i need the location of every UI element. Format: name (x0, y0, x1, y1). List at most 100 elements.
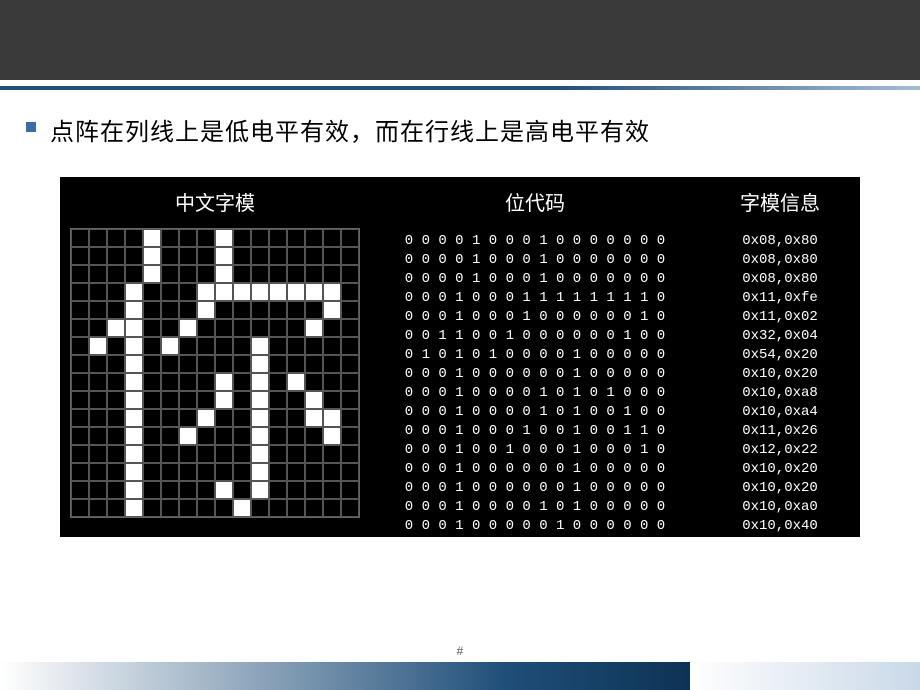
grid-cell (269, 373, 287, 391)
grid-cell (71, 427, 89, 445)
grid-cell (287, 247, 305, 265)
grid-cell (197, 247, 215, 265)
grid-cell (287, 427, 305, 445)
column-glyph: 中文字模 (60, 177, 370, 537)
grid-cell (71, 265, 89, 283)
grid-cell (89, 391, 107, 409)
grid-cell (107, 373, 125, 391)
grid-cell (125, 445, 143, 463)
grid-cell (287, 391, 305, 409)
grid-cell (71, 355, 89, 373)
grid-cell (233, 463, 251, 481)
grid-cell (161, 247, 179, 265)
grid-cell (233, 283, 251, 301)
grid-cell (143, 337, 161, 355)
grid-cell (233, 337, 251, 355)
grid-cell (215, 481, 233, 499)
title-hex: 字模信息 (740, 187, 820, 216)
hex-row: 0x10,0x20 (742, 365, 818, 384)
grid-cell (251, 319, 269, 337)
grid-cell (125, 247, 143, 265)
hex-block: 0x08,0x800x08,0x800x08,0x800x11,0xfe0x11… (742, 232, 818, 536)
grid-cell (323, 481, 341, 499)
grid-cell (161, 265, 179, 283)
grid-cell (197, 265, 215, 283)
grid-cell (233, 445, 251, 463)
grid-cell (125, 319, 143, 337)
column-bits: 位代码 0 0 0 0 1 0 0 0 1 0 0 0 0 0 0 0 0 0 … (370, 177, 700, 537)
grid-cell (233, 265, 251, 283)
grid-cell (341, 247, 359, 265)
grid-cell (161, 463, 179, 481)
grid-cell (143, 445, 161, 463)
grid-cell (233, 319, 251, 337)
grid-cell (143, 499, 161, 517)
grid-cell (143, 301, 161, 319)
grid-cell (143, 247, 161, 265)
grid-cell (179, 337, 197, 355)
grid-cell (197, 391, 215, 409)
grid-cell (179, 247, 197, 265)
grid-cell (323, 409, 341, 427)
grid-cell (143, 409, 161, 427)
grid-cell (269, 481, 287, 499)
grid-cell (179, 499, 197, 517)
grid-cell (89, 499, 107, 517)
grid-cell (269, 301, 287, 319)
title-glyph: 中文字模 (175, 187, 255, 216)
grid-cell (161, 229, 179, 247)
grid-cell (341, 481, 359, 499)
grid-cell (71, 229, 89, 247)
grid-cell (71, 499, 89, 517)
grid-cell (197, 499, 215, 517)
grid-cell (161, 373, 179, 391)
grid-cell (269, 337, 287, 355)
grid-cell (143, 265, 161, 283)
grid-cell (125, 355, 143, 373)
grid-cell (233, 409, 251, 427)
grid-cell (89, 409, 107, 427)
grid-cell (71, 373, 89, 391)
grid-cell (71, 463, 89, 481)
grid-cell (305, 373, 323, 391)
grid-cell (125, 463, 143, 481)
grid-cell (287, 499, 305, 517)
grid-cell (89, 265, 107, 283)
hex-row: 0x54,0x20 (742, 346, 818, 365)
grid-cell (161, 319, 179, 337)
grid-cell (305, 283, 323, 301)
dot-matrix-grid (70, 228, 360, 518)
grid-cell (215, 409, 233, 427)
grid-cell (341, 499, 359, 517)
grid-cell (143, 391, 161, 409)
grid-cell (341, 265, 359, 283)
grid-cell (89, 481, 107, 499)
grid-cell (287, 355, 305, 373)
grid-cell (197, 229, 215, 247)
grid-cell (125, 265, 143, 283)
grid-cell (197, 337, 215, 355)
grid-cell (107, 337, 125, 355)
grid-cell (89, 445, 107, 463)
grid-cell (107, 319, 125, 337)
hex-row: 0x08,0x80 (742, 232, 818, 251)
grid-cell (341, 445, 359, 463)
grid-cell (143, 427, 161, 445)
grid-cell (89, 301, 107, 319)
grid-cell (89, 229, 107, 247)
grid-cell (323, 229, 341, 247)
hex-row: 0x11,0x26 (742, 422, 818, 441)
grid-cell (305, 355, 323, 373)
hex-row: 0x11,0x02 (742, 308, 818, 327)
footer: # (0, 650, 920, 690)
grid-cell (251, 265, 269, 283)
grid-cell (251, 391, 269, 409)
grid-cell (107, 427, 125, 445)
grid-cell (197, 481, 215, 499)
grid-cell (233, 499, 251, 517)
grid-cell (269, 283, 287, 301)
bullet-text: 点阵在列线上是低电平有效，而在行线上是高电平有效 (50, 112, 650, 147)
grid-cell (251, 301, 269, 319)
grid-cell (305, 409, 323, 427)
grid-cell (269, 391, 287, 409)
